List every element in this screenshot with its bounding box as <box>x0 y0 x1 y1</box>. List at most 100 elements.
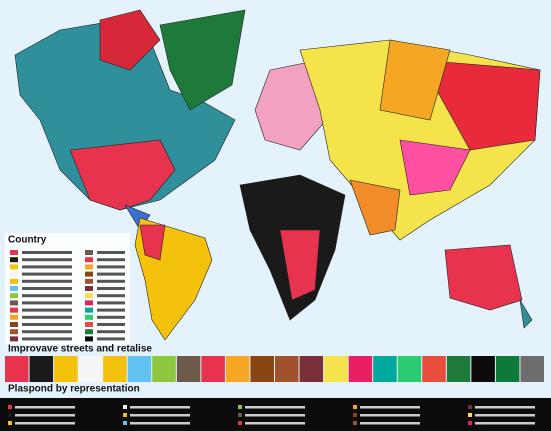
strip-block <box>397 356 422 382</box>
color-strip <box>5 356 544 382</box>
legend-text-placeholder <box>97 301 125 305</box>
legend-swatch <box>85 329 93 335</box>
legend-text-placeholder <box>97 315 125 319</box>
legend-text-placeholder <box>97 287 125 290</box>
legend-text-placeholder <box>22 279 72 283</box>
bottom-swatch <box>468 405 472 409</box>
strip-block <box>250 356 274 382</box>
bottom-swatch <box>468 413 472 417</box>
legend-swatch <box>10 257 18 263</box>
bottom-text-placeholder <box>475 422 535 425</box>
legend-text-placeholder <box>97 330 125 334</box>
bottom-text-placeholder <box>245 406 305 409</box>
bottom-text-placeholder <box>130 422 190 425</box>
strip-block <box>54 356 78 382</box>
legend-swatch <box>10 300 18 306</box>
legend-text-placeholder <box>22 315 72 319</box>
legend-text-placeholder <box>97 294 125 298</box>
strip-block <box>422 356 446 382</box>
bottom-swatch <box>123 421 127 425</box>
strip-block <box>373 356 397 382</box>
legend-text-placeholder <box>97 308 125 312</box>
strip-block <box>225 356 250 382</box>
legend-swatch <box>85 250 93 255</box>
legend-text-placeholder <box>22 265 72 269</box>
legend-text-placeholder <box>22 337 72 341</box>
strip-block <box>495 356 520 382</box>
bottom-swatch <box>123 413 127 417</box>
bottom-swatch <box>353 405 357 409</box>
legend-swatch <box>85 307 93 313</box>
bottom-swatch <box>238 421 242 425</box>
legend-swatch <box>10 264 18 270</box>
bottom-text-placeholder <box>245 422 305 425</box>
bottom-text-placeholder <box>475 406 535 409</box>
legend-swatch <box>10 307 18 313</box>
legend-swatch <box>10 278 18 284</box>
legend-swatch <box>85 271 93 277</box>
legend: Country <box>5 233 130 345</box>
legend-text-placeholder <box>22 330 72 334</box>
strip-block <box>446 356 471 382</box>
legend-text-placeholder <box>97 265 125 269</box>
legend-swatch <box>10 322 18 327</box>
legend-swatch <box>85 293 93 299</box>
legend-swatch <box>85 336 93 342</box>
bottom-swatch <box>8 421 12 425</box>
strip-block <box>127 356 152 382</box>
bottom-text-placeholder <box>360 414 420 417</box>
bottom-title: Plaspond by representation <box>8 384 140 395</box>
bottom-swatch <box>238 413 242 417</box>
legend-swatch <box>10 293 18 299</box>
legend-text-placeholder <box>22 323 72 326</box>
bottom-swatch <box>123 405 127 409</box>
bottom-text-placeholder <box>15 406 75 409</box>
legend-swatch <box>85 257 93 263</box>
legend-swatch <box>85 314 93 320</box>
bottom-text-placeholder <box>15 414 75 417</box>
strip-block <box>201 356 225 382</box>
bottom-items <box>8 405 535 425</box>
bottom-swatch <box>353 413 357 417</box>
legend-swatch <box>85 322 93 327</box>
strip-block <box>275 356 299 382</box>
legend-text-placeholder <box>22 294 72 298</box>
bottom-swatch <box>8 405 12 409</box>
bottom-text-placeholder <box>130 406 190 409</box>
legend-text-placeholder <box>22 258 72 262</box>
legend-swatch <box>10 286 18 291</box>
bottom-swatch <box>353 421 357 425</box>
strip-block <box>176 356 201 382</box>
bottom-text-placeholder <box>360 406 420 409</box>
strip-block <box>471 356 495 382</box>
legend-text-placeholder <box>22 287 72 290</box>
legend-text-placeholder <box>97 337 125 341</box>
legend-swatch <box>85 264 93 270</box>
strip-block <box>324 356 348 382</box>
bottom-text-placeholder <box>360 422 420 425</box>
legend-swatch <box>10 250 18 255</box>
legend-text-placeholder <box>97 279 125 283</box>
strip-block <box>299 356 324 382</box>
legend-text-placeholder <box>97 251 125 254</box>
legend-text-placeholder <box>22 301 72 305</box>
bottom-swatch <box>468 421 472 425</box>
legend-swatch <box>85 278 93 284</box>
legend-text-placeholder <box>97 258 125 262</box>
legend-rows <box>10 250 125 342</box>
legend-text-placeholder <box>97 272 125 276</box>
legend-text-placeholder <box>22 308 72 312</box>
bottom-text-placeholder <box>245 414 305 417</box>
strip-block <box>152 356 176 382</box>
legend-swatch <box>10 271 18 277</box>
bottom-swatch <box>8 413 12 417</box>
bottom-swatch <box>238 405 242 409</box>
strip-title: Improvave streets and retalise <box>8 344 152 355</box>
legend-swatch <box>10 314 18 320</box>
bottom-text-placeholder <box>15 422 75 425</box>
legend-text-placeholder <box>97 323 125 326</box>
legend-swatch <box>85 286 93 291</box>
continents <box>14 9 541 341</box>
strip-block <box>29 356 54 382</box>
